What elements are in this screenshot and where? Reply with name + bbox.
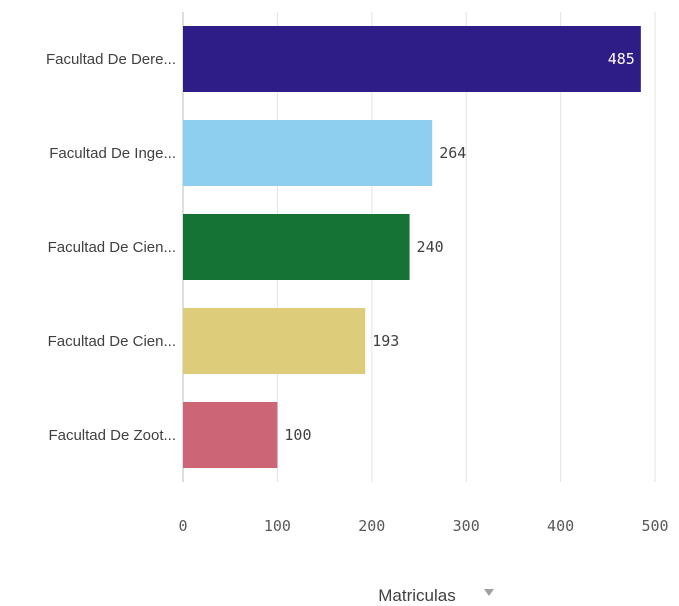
x-tick-label: 0 <box>178 517 187 535</box>
category-label[interactable]: Facultad De Dere... <box>46 51 176 68</box>
bar[interactable] <box>183 214 410 280</box>
bar[interactable] <box>183 120 433 186</box>
x-tick-label: 300 <box>453 517 480 535</box>
category-label[interactable]: Facultad De Inge... <box>49 145 176 162</box>
x-tick-label: 100 <box>264 517 291 535</box>
data-label: 485 <box>608 50 635 68</box>
bar[interactable] <box>183 26 641 92</box>
x-axis-title[interactable]: Matriculas <box>378 586 455 605</box>
data-label: 264 <box>439 144 466 162</box>
category-label[interactable]: Facultad De Cien... <box>48 333 176 350</box>
bar[interactable] <box>183 308 366 374</box>
category-label[interactable]: Facultad De Zoot... <box>48 427 176 444</box>
bars: 485 264 240 193 100 <box>183 26 641 468</box>
x-tick-label: 200 <box>358 517 385 535</box>
x-tick-label: 500 <box>641 517 668 535</box>
dropdown-triangle-icon[interactable] <box>484 589 494 596</box>
category-label[interactable]: Facultad De Cien... <box>48 239 176 256</box>
data-label: 240 <box>417 238 444 256</box>
x-tick-labels: 0 100 200 300 400 500 <box>178 517 668 535</box>
bar[interactable] <box>183 402 278 468</box>
category-labels: Facultad De Dere... Facultad De Inge... Fa… <box>46 51 176 444</box>
data-label: 193 <box>372 332 399 350</box>
x-tick-label: 400 <box>547 517 574 535</box>
data-label: 100 <box>284 426 311 444</box>
